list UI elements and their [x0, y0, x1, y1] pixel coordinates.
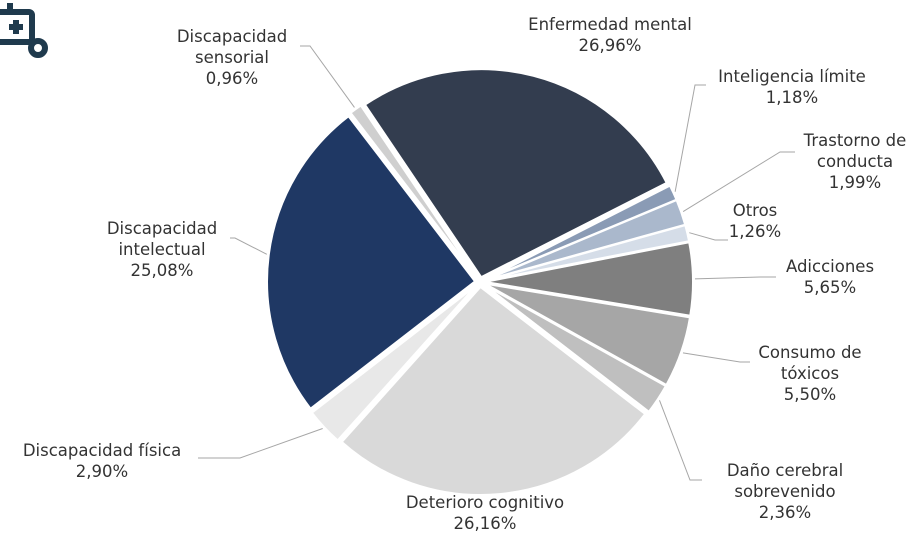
- slice-value: 2,36%: [758, 503, 812, 522]
- slice-name: Enfermedad mental: [528, 15, 692, 34]
- slice-value: 5,50%: [783, 385, 837, 404]
- pie-slice: [340, 285, 647, 496]
- slice-name: Trastorno de conducta: [803, 131, 907, 171]
- slice-name: Deterioro cognitivo: [405, 493, 565, 512]
- slice-label: Daño cerebral sobrevenido 2,36%: [705, 460, 865, 523]
- slice-label: Trastorno de conducta 1,99%: [795, 130, 915, 193]
- pie-slice: [484, 223, 691, 282]
- leader-line: [198, 428, 323, 459]
- slice-value: 26,16%: [453, 514, 517, 533]
- slice-value: 1,26%: [728, 222, 782, 241]
- slice-name: Discapacidad sensorial: [176, 27, 288, 67]
- leader-line: [230, 237, 268, 255]
- pie-slice: [310, 284, 478, 442]
- pie-slice: [266, 114, 477, 411]
- slice-name: Consumo de tóxicos: [758, 343, 862, 383]
- pie-slice: [363, 68, 669, 279]
- slice-label: Otros 1,26%: [715, 200, 795, 242]
- slice-name: Discapacidad física: [22, 441, 182, 460]
- slice-value: 1,99%: [828, 173, 882, 192]
- pie-slice: [483, 283, 668, 414]
- pie-slice: [484, 282, 692, 387]
- slice-value: 2,90%: [75, 462, 129, 481]
- slice-label: Discapacidad física 2,90%: [2, 440, 202, 482]
- icon-wheel: [28, 38, 48, 58]
- slice-value: 25,08%: [130, 261, 194, 280]
- slice-label: Inteligencia límite 1,18%: [702, 66, 882, 108]
- leader-line: [694, 276, 776, 280]
- slice-name: Otros: [732, 201, 778, 220]
- slice-label: Enfermedad mental 26,96%: [510, 14, 710, 56]
- pie-slice: [484, 241, 694, 317]
- slice-label: Adicciones 5,65%: [775, 256, 885, 298]
- slice-label: Discapacidad intelectual 25,08%: [92, 218, 232, 281]
- slice-value: 26,96%: [578, 36, 642, 55]
- slice-value: 5,65%: [803, 278, 857, 297]
- leader-line: [674, 84, 706, 192]
- leader-line: [689, 232, 728, 241]
- slice-name: Discapacidad intelectual: [106, 219, 218, 259]
- slice-label: Deterioro cognitivo 26,16%: [375, 492, 595, 534]
- slice-value: 0,96%: [205, 69, 259, 88]
- leader-line: [300, 45, 355, 108]
- slice-name: Daño cerebral sobrevenido: [726, 461, 844, 501]
- leader-line: [659, 400, 702, 481]
- slice-name: Inteligencia límite: [718, 67, 866, 86]
- slice-label: Discapacidad sensorial 0,96%: [162, 26, 302, 89]
- leader-line: [682, 151, 795, 213]
- slice-name: Adicciones: [785, 257, 875, 276]
- pie-slice: [349, 104, 478, 279]
- icon: [0, 3, 48, 58]
- slice-label: Consumo de tóxicos 5,50%: [745, 342, 875, 405]
- slice-value: 1,18%: [765, 88, 819, 107]
- leader-line: [682, 352, 750, 363]
